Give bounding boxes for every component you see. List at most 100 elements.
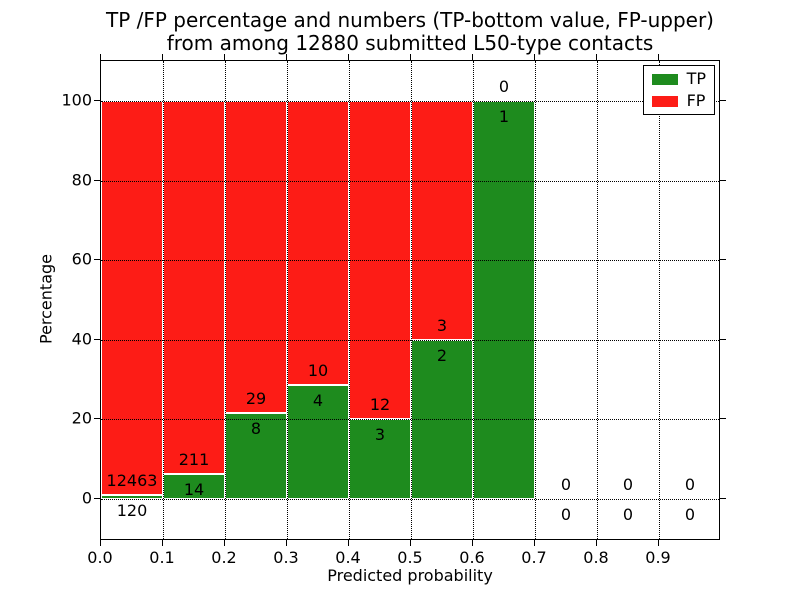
x-tick-label: 0.9 [645,548,671,567]
y-tick-left [94,180,100,181]
y-tick-left [94,259,100,260]
x-tick-bottom [162,540,163,546]
bar-count-fp: 12463 [106,471,158,490]
bar-tp-segment [101,495,163,499]
y-tick-right [720,418,726,419]
y-tick-left [94,498,100,499]
y-tick-right [720,259,726,260]
bar-count-tp: 4 [312,391,324,410]
y-tick-label: 0 [81,488,92,508]
bar-count-tp: 3 [374,425,386,444]
vertical-gridline [473,61,474,539]
x-tick-top [162,54,163,60]
bar-count-fp: 0 [684,475,696,494]
x-tick-bottom [286,540,287,546]
value-labels-layer: 12463 120 211 14 29 8 10 4 12 3 3 2 0 1 0 0 0 0 0 0 [101,61,719,539]
bar-tp-segment [287,385,349,499]
y-tick-left [94,100,100,101]
fp-color-swatch [651,95,678,107]
y-tick-right [720,100,726,101]
bar-count-tp: 2 [436,346,448,365]
x-tick-label: 0.5 [397,548,423,567]
y-tick-label: 40 [71,329,92,349]
y-tick-left [94,339,100,340]
bar-fp-segment [163,101,225,474]
bar-count-tp: 14 [183,480,205,499]
bar-count-tp: 8 [250,419,262,438]
legend-label-tp: TP [686,69,706,88]
x-tick-label: 0.3 [273,548,299,567]
vertical-gridline [163,61,164,539]
y-tick-label: 80 [71,170,92,190]
x-tick-bottom [596,540,597,546]
horizontal-gridline [101,260,719,261]
bar-count-fp: 0 [560,475,572,494]
legend-item-tp: TP [651,69,706,88]
plot-area: 12463 120 211 14 29 8 10 4 12 3 3 2 0 1 0 0 0 0 0 0 TP FP [100,60,720,540]
bar-fp-segment [411,101,473,340]
bar-count-tp: 120 [116,501,148,520]
bar-count-tp: 0 [684,505,696,524]
x-tick-bottom [100,540,101,546]
x-axis-label: Predicted probability [327,566,493,585]
y-tick-label: 20 [71,408,92,428]
y-tick-right [720,498,726,499]
horizontal-gridline [101,419,719,420]
bar-count-fp: 211 [178,450,210,469]
x-tick-bottom [534,540,535,546]
legend-item-fp: FP [651,91,706,110]
vertical-gridline [535,61,536,539]
bar-fp-segment [101,101,163,495]
horizontal-gridline [101,101,719,102]
bar-count-fp: 3 [436,316,448,335]
x-tick-top [286,54,287,60]
y-tick-right [720,180,726,181]
bar-tp-segment [349,419,411,499]
x-tick-top [596,54,597,60]
vertical-gridline [659,61,660,539]
chart-title-line2: from among 12880 submitted L50-type cont… [166,31,654,55]
x-tick-label: 0.0 [87,548,113,567]
y-tick-label: 100 [61,90,92,110]
grid-layer [101,61,719,539]
bar-fp-segment [287,101,349,385]
bar-count-fp: 12 [369,395,391,414]
x-tick-top [658,54,659,60]
horizontal-gridline [101,499,719,500]
x-tick-label: 0.7 [521,548,547,567]
bar-count-tp: 1 [498,107,510,126]
x-tick-label: 0.4 [335,548,361,567]
x-tick-label: 0.1 [149,548,175,567]
x-tick-bottom [410,540,411,546]
bar-count-fp: 0 [622,475,634,494]
x-tick-bottom [658,540,659,546]
chart-title-line1: TP /FP percentage and numbers (TP-bottom… [106,8,714,32]
bar-count-tp: 0 [622,505,634,524]
y-tick-label: 60 [71,249,92,269]
x-tick-label: 0.6 [459,548,485,567]
bar-tp-segment [225,413,287,499]
x-tick-label: 0.8 [583,548,609,567]
x-tick-top [224,54,225,60]
x-tick-bottom [472,540,473,546]
horizontal-gridline [101,340,719,341]
legend-label-fp: FP [686,91,706,110]
x-tick-top [410,54,411,60]
x-tick-top [100,54,101,60]
x-tick-top [348,54,349,60]
vertical-gridline [349,61,350,539]
legend: TP FP [642,65,715,115]
chart-title: TP /FP percentage and numbers (TP-bottom… [100,9,720,55]
bar-count-fp: 10 [307,361,329,380]
vertical-gridline [287,61,288,539]
vertical-gridline [225,61,226,539]
vertical-gridline [597,61,598,539]
x-tick-bottom [224,540,225,546]
bar-count-fp: 0 [498,77,510,96]
y-tick-left [94,418,100,419]
x-tick-top [472,54,473,60]
bar-count-tp: 0 [560,505,572,524]
y-tick-right [720,339,726,340]
x-tick-top [534,54,535,60]
